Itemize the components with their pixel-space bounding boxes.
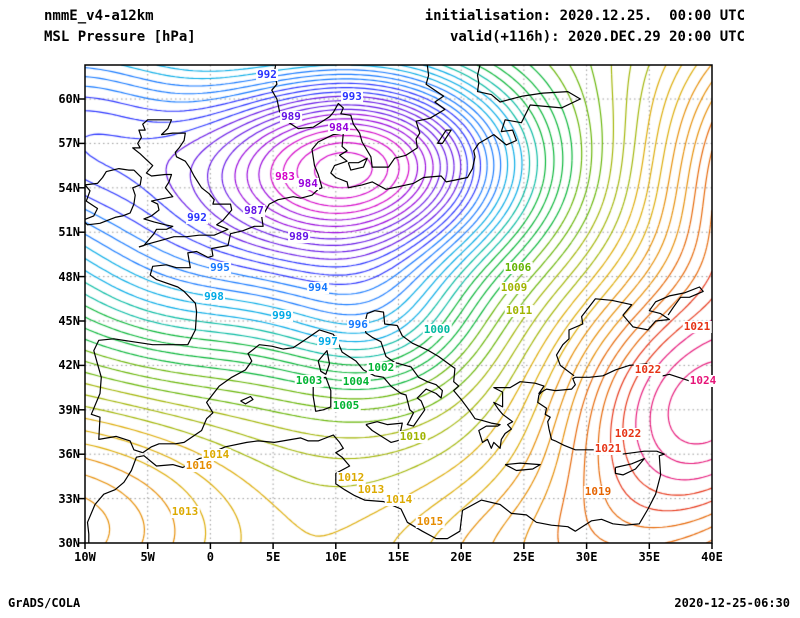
lon-tick-label: 5W: [140, 550, 155, 564]
contour-label: 995: [209, 261, 231, 274]
lat-tick-label: 42N: [58, 358, 80, 373]
contour-label: 1012: [336, 471, 366, 484]
contour-label: 1004: [341, 375, 371, 388]
contour-label: 992: [186, 211, 208, 224]
lat-tick-label: 45N: [58, 314, 80, 329]
lon-tick-label: 20E: [450, 550, 473, 564]
lat-tick-label: 33N: [58, 491, 80, 506]
contour-label: 984: [328, 121, 350, 134]
valid-time: valid(+116h): 2020.DEC.29 20:00 UTC: [449, 29, 745, 45]
lon-tick-label: 35E: [638, 550, 661, 564]
contour-label: 1002: [366, 361, 396, 374]
contour-label: 993: [341, 90, 363, 103]
contour-label: 984: [297, 177, 319, 190]
contour-label: 1013: [356, 483, 386, 496]
lon-tick-label: 40E: [701, 550, 723, 564]
contour-label: 997: [317, 335, 339, 348]
lat-tick-label: 48N: [58, 269, 80, 284]
header-right: initialisation: 2020.12.25. 00:00 UTC va…: [425, 6, 745, 48]
contour-label: 1006: [503, 261, 533, 274]
contour-label: 1021: [682, 320, 712, 333]
creation-timestamp: 2020-12-25-06:30: [674, 596, 790, 610]
contour-label: 1022: [633, 363, 663, 376]
contour-label: 1003: [294, 374, 324, 387]
contour-label: 1000: [422, 323, 452, 336]
model-name: nmmE_v4-a12km: [44, 8, 154, 24]
lat-tick-label: 39N: [58, 402, 80, 417]
contour-label: 1019: [583, 485, 613, 498]
contour-label: 1011: [504, 304, 534, 317]
contour-label: 983: [274, 170, 296, 183]
lat-tick-label: 30N: [58, 536, 80, 550]
contour-label: 1021: [593, 442, 623, 455]
contour-canvas: [85, 65, 712, 543]
lon-tick-label: 25E: [513, 550, 535, 564]
field-name: MSL Pressure [hPa]: [44, 29, 196, 45]
contour-label: 999: [271, 309, 293, 322]
contour-label: 1015: [415, 515, 445, 528]
lon-tick-label: 10W: [74, 550, 96, 564]
lat-tick-label: 60N: [58, 92, 80, 107]
contour-label: 1024: [688, 374, 718, 387]
lon-tick-label: 10E: [324, 550, 347, 564]
contour-label: 1014: [384, 493, 414, 506]
contour-label: 996: [347, 318, 369, 331]
lon-tick-label: 5E: [265, 550, 281, 564]
contour-label: 1005: [331, 399, 361, 412]
contour-label: 989: [288, 230, 310, 243]
contour-label: 992: [256, 68, 278, 81]
contour-label: 987: [243, 204, 265, 217]
init-time: initialisation: 2020.12.25. 00:00 UTC: [424, 8, 745, 24]
contour-label: 989: [280, 110, 302, 123]
lon-tick-label: 15E: [387, 550, 410, 564]
contour-label: 998: [203, 290, 225, 303]
contour-label: 1016: [184, 459, 214, 472]
lon-tick-label: 30E: [575, 550, 598, 564]
lat-tick-label: 57N: [58, 136, 80, 151]
contour-label: 1013: [170, 505, 200, 518]
grads-credit: GrADS/COLA: [8, 596, 81, 610]
contour-label: 1014: [201, 448, 231, 461]
contour-label: 1022: [613, 427, 643, 440]
header-left: nmmE_v4-a12km MSL Pressure [hPa]: [44, 6, 196, 48]
lat-tick-label: 54N: [58, 180, 80, 195]
lon-tick-label: 0: [206, 550, 214, 564]
contour-label: 994: [307, 281, 329, 294]
contour-label: 1010: [398, 430, 428, 443]
lat-tick-label: 51N: [58, 225, 80, 240]
lat-tick-label: 36N: [58, 447, 80, 462]
contour-label: 1009: [499, 281, 529, 294]
